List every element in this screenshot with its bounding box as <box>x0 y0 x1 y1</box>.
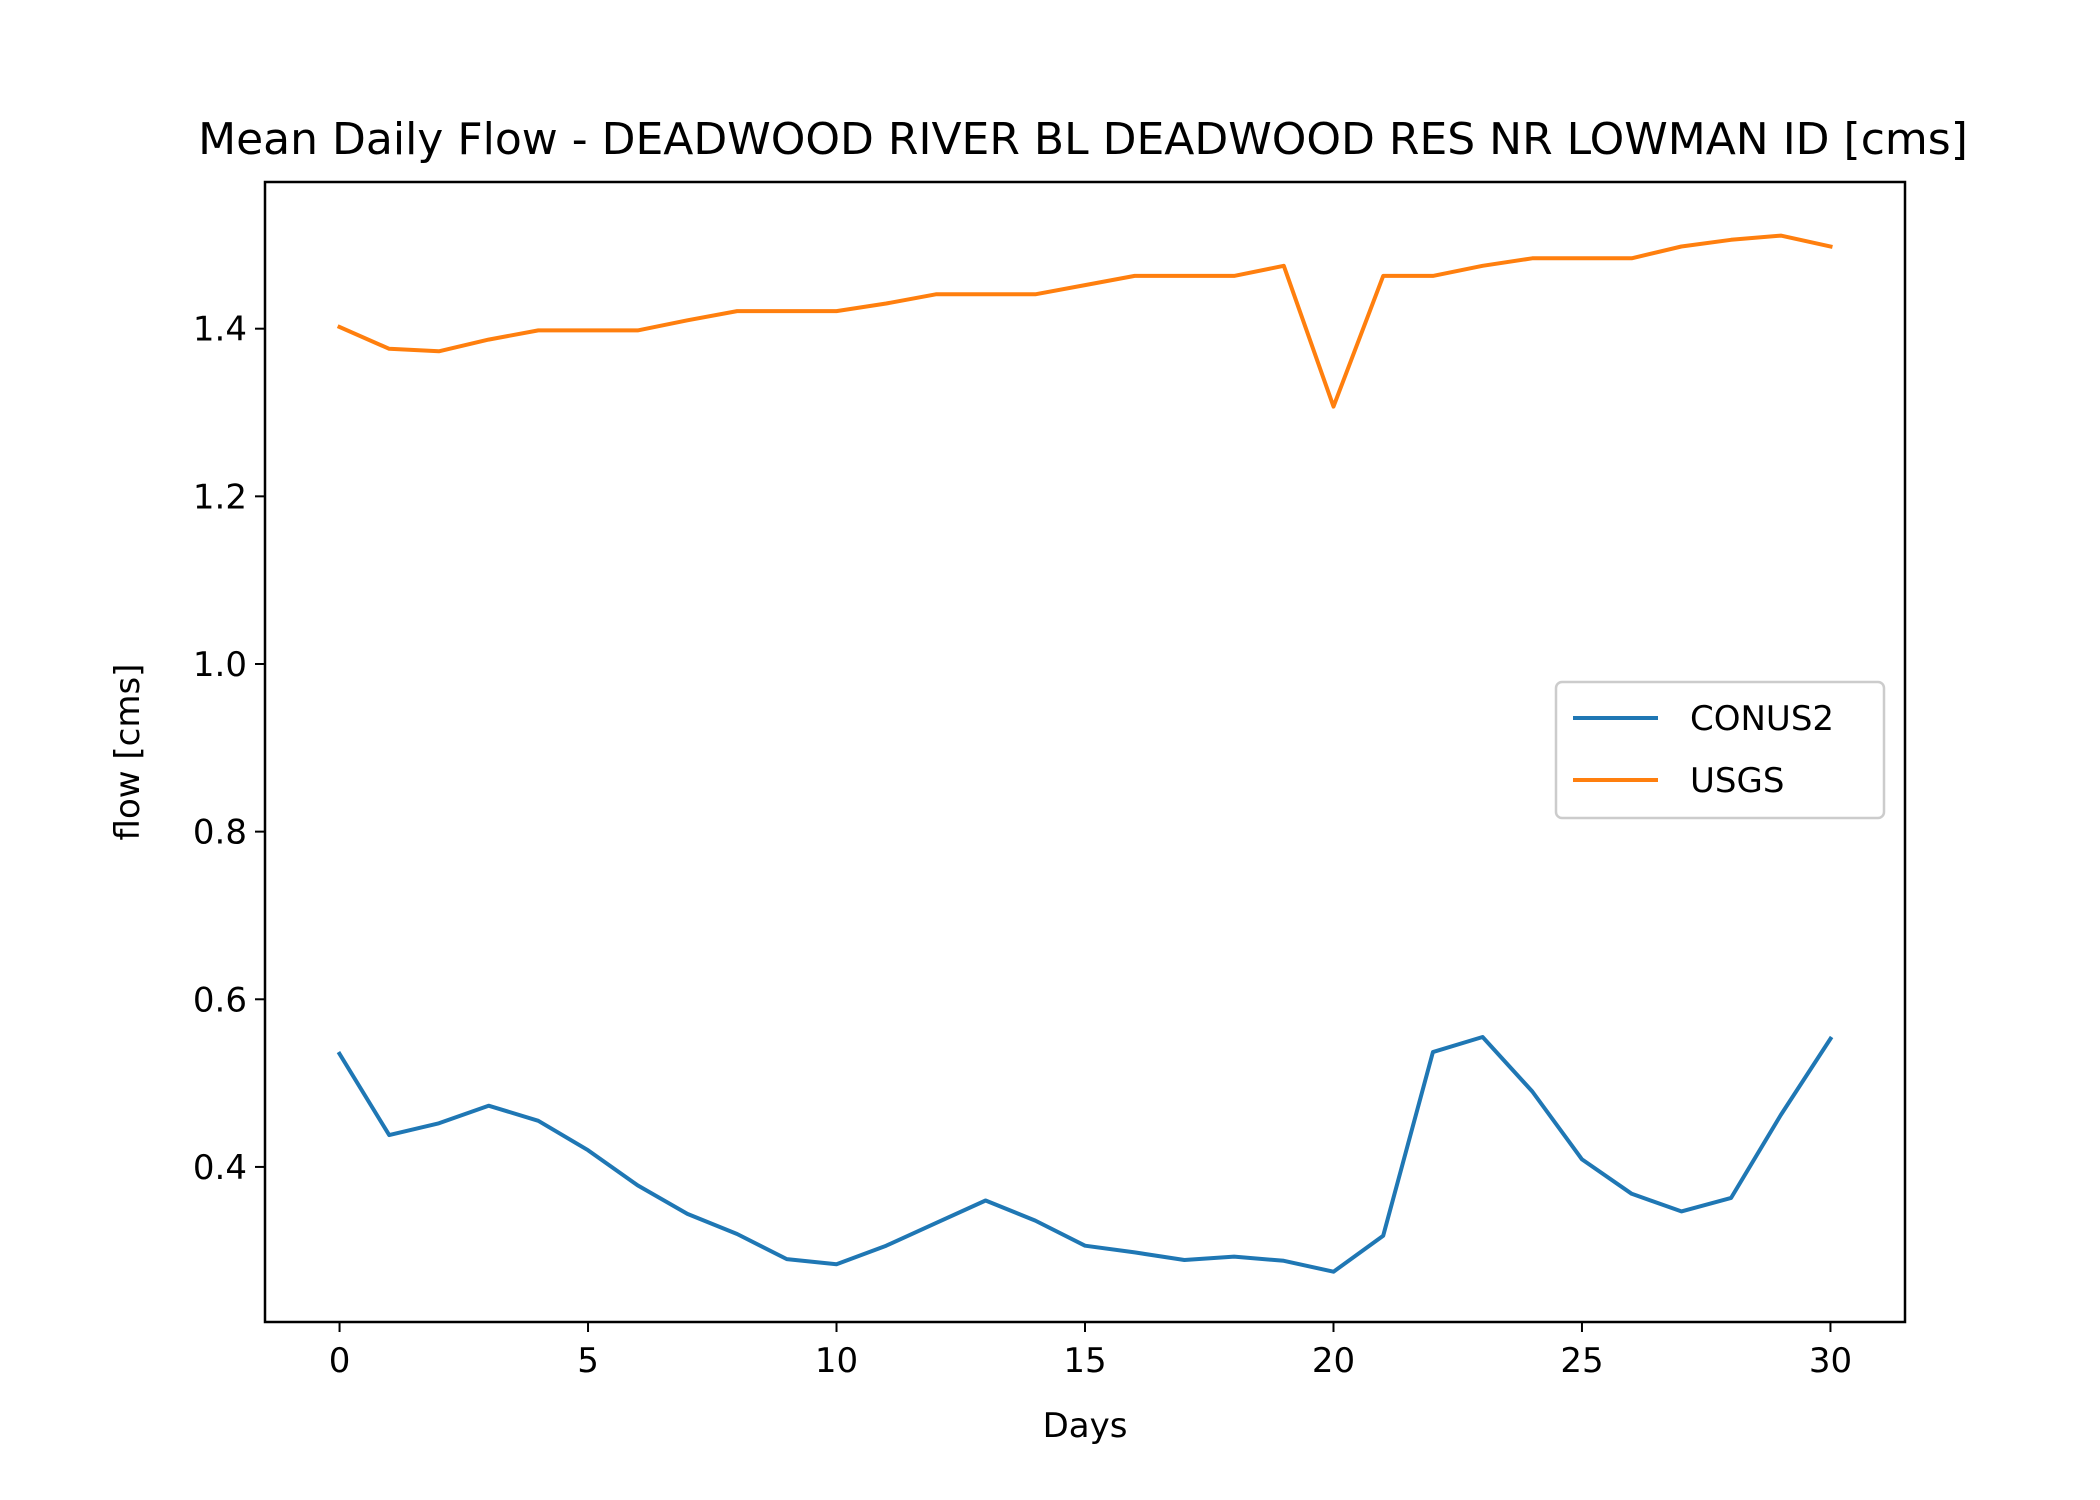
chart-title: Mean Daily Flow - DEADWOOD RIVER BL DEAD… <box>198 114 1968 165</box>
y-tick-label: 1.4 <box>193 310 247 350</box>
y-tick-label: 1.0 <box>193 645 247 685</box>
x-axis-label: Days <box>1043 1406 1128 1446</box>
y-axis-ticks: 0.4 0.6 0.8 1.0 1.2 1.4 <box>193 310 265 1188</box>
x-tick-label: 10 <box>815 1341 858 1381</box>
y-tick-label: 1.2 <box>193 477 247 517</box>
x-tick-label: 20 <box>1312 1341 1355 1381</box>
x-tick-label: 5 <box>577 1341 599 1381</box>
x-tick-label: 0 <box>329 1341 351 1381</box>
y-tick-label: 0.4 <box>193 1148 247 1188</box>
x-tick-label: 25 <box>1560 1341 1603 1381</box>
y-axis-label: flow [cms] <box>108 664 148 841</box>
x-axis-ticks: 0 5 10 15 20 25 30 <box>329 1322 1852 1381</box>
x-tick-label: 30 <box>1809 1341 1852 1381</box>
series-layer <box>336 233 1834 1274</box>
y-tick-label: 0.6 <box>193 980 247 1020</box>
x-tick-label: 15 <box>1063 1341 1106 1381</box>
legend-label-conus2: CONUS2 <box>1690 699 1834 739</box>
legend: CONUS2 USGS <box>1554 680 1886 820</box>
y-tick-label: 0.8 <box>193 813 247 853</box>
series-line-usgs <box>336 233 1833 409</box>
legend-label-usgs: USGS <box>1690 761 1784 801</box>
series-line-conus2 <box>336 1035 1834 1274</box>
